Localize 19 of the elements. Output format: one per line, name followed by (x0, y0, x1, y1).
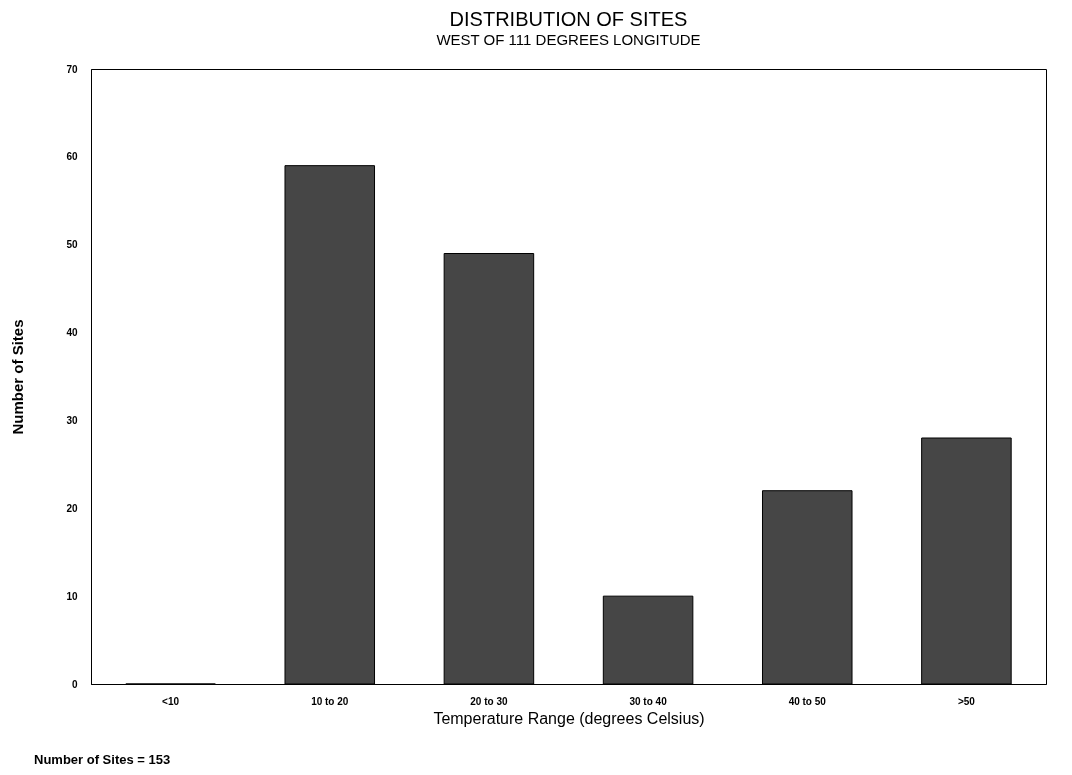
y-tick-label: 0 (71, 678, 78, 690)
y-tick-label: 20 (66, 502, 78, 514)
text: Number of Sites = 153 (34, 752, 171, 767)
y-tick-label: 50 (66, 239, 78, 251)
x-tick-label: 30 to 40 (629, 695, 668, 707)
chart-title: DISTRIBUTION OF SITES (449, 8, 688, 30)
y-tick-label: 30 (66, 414, 78, 426)
y-axis-title: Number of Sites (9, 319, 27, 435)
x-tick-label: 10 to 20 (311, 695, 349, 707)
x-tick-label: 40 to 50 (788, 695, 827, 707)
x-tick-label: <10 (162, 695, 180, 707)
x-tick-label: >50 (957, 695, 976, 707)
x-axis-title: Temperature Range (degrees Celsius) (433, 709, 705, 727)
y-tick-label: 40 (66, 327, 78, 339)
y-tick-label: 70 (66, 63, 78, 75)
y-tick-label: 60 (66, 151, 78, 163)
y-tick-label: 10 (66, 590, 78, 602)
x-tick-label: 20 to 30 (470, 695, 508, 707)
chart-subtitle: WEST OF 111 DEGREES LONGITUDE (436, 31, 701, 48)
